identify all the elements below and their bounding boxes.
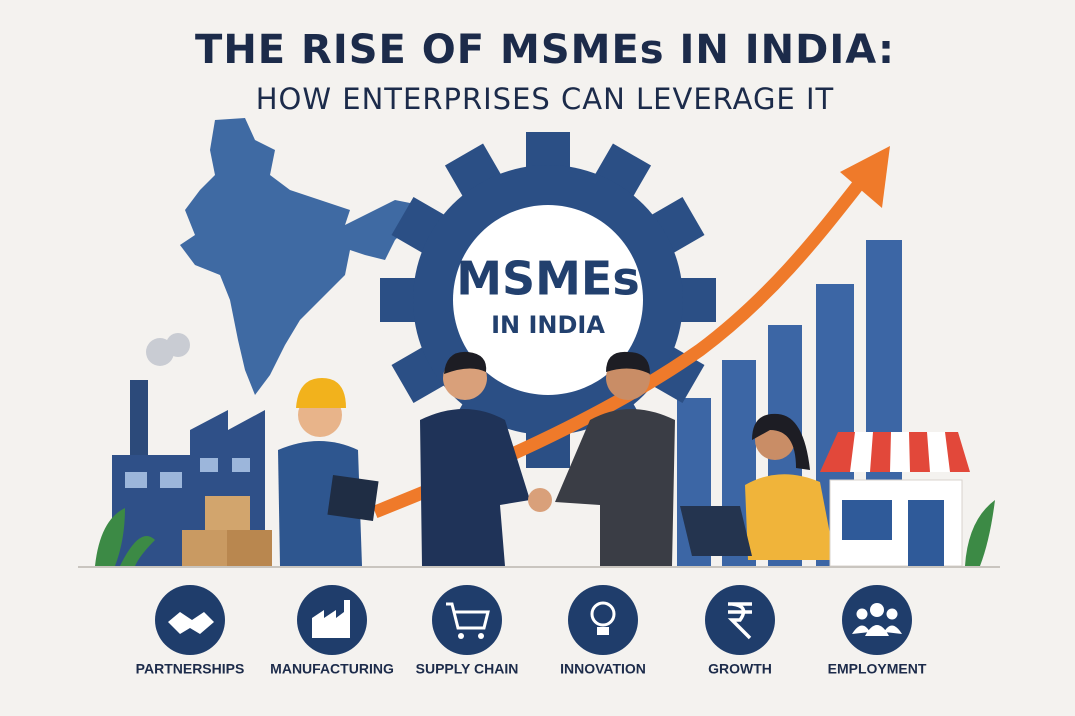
icon-bulb-base [597,627,609,635]
icon-handshake [168,612,214,634]
icon-rupee [727,602,752,640]
clipboard [327,474,379,522]
icon-bulb [590,601,616,627]
gear-subtitle: IN INDIA [491,311,605,339]
suit [420,409,530,566]
icon-factory [312,600,350,638]
india-map [180,118,420,395]
suit [555,409,675,566]
chimney [130,380,148,460]
laptop [680,506,752,556]
icon-people [852,625,902,636]
box [227,530,272,566]
icon-label: PARTNERSHIPS [136,661,245,677]
icon-circle [432,585,502,655]
icon-circle [842,585,912,655]
smoke [166,333,190,357]
plant [965,500,995,566]
hair [752,413,810,470]
hard-hat [296,378,346,408]
icon-person [886,608,898,620]
icon-cart [446,602,490,630]
title: THE RISE OF MSMEs IN INDIA: [195,27,895,73]
window [200,458,218,472]
icon-label: EMPLOYMENT [828,661,927,677]
icon-person [856,608,868,620]
awning-stripes [850,432,950,472]
shop-door [908,500,944,566]
icon-cart-wheel [458,633,464,639]
shop-window [842,500,892,540]
box [205,496,250,530]
icon-label: SUPPLY CHAIN [416,661,519,677]
icon-label: MANUFACTURING [270,661,394,677]
hair [606,351,650,374]
worker-body [278,441,362,566]
window [160,472,182,488]
hair [444,351,487,374]
icon-person [870,603,884,617]
plant [95,508,155,566]
icon-label: INNOVATION [560,661,646,677]
icon-cart-wheel [478,633,484,639]
box [182,530,227,566]
subtitle: HOW ENTERPRISES CAN LEVERAGE IT [256,82,835,116]
woman-body [745,474,835,560]
gear-hole [453,205,643,395]
icon-circle [568,585,638,655]
gear-title: MSMEs [456,252,639,306]
handshake [528,488,552,512]
window [125,472,147,488]
window [232,458,250,472]
arrow-head [840,146,890,208]
icon-label: GROWTH [708,661,772,677]
